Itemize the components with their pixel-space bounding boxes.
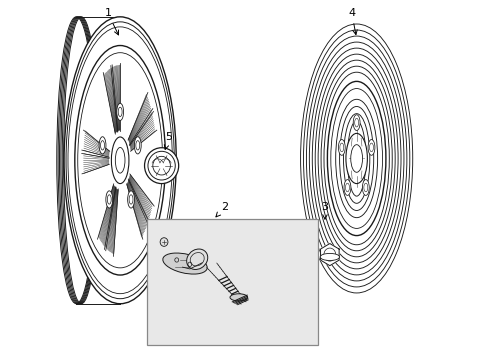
Ellipse shape bbox=[99, 137, 106, 154]
Ellipse shape bbox=[163, 253, 207, 274]
Ellipse shape bbox=[127, 191, 134, 208]
Ellipse shape bbox=[344, 180, 350, 195]
Text: 2: 2 bbox=[216, 202, 228, 217]
Ellipse shape bbox=[367, 140, 374, 155]
Ellipse shape bbox=[327, 81, 385, 235]
Ellipse shape bbox=[320, 253, 339, 261]
Ellipse shape bbox=[153, 156, 170, 175]
Bar bbox=[147, 220, 317, 345]
Ellipse shape bbox=[134, 137, 141, 154]
Ellipse shape bbox=[338, 140, 345, 155]
Ellipse shape bbox=[105, 191, 112, 208]
Ellipse shape bbox=[75, 45, 165, 275]
Ellipse shape bbox=[144, 148, 178, 184]
Ellipse shape bbox=[117, 103, 123, 121]
Ellipse shape bbox=[186, 249, 207, 270]
Text: 1: 1 bbox=[104, 8, 118, 35]
Ellipse shape bbox=[160, 238, 167, 246]
Text: 5: 5 bbox=[164, 132, 172, 149]
Text: 3: 3 bbox=[321, 202, 328, 219]
Polygon shape bbox=[320, 244, 339, 266]
Text: 4: 4 bbox=[347, 8, 357, 35]
Ellipse shape bbox=[346, 121, 365, 196]
Ellipse shape bbox=[343, 114, 369, 203]
Ellipse shape bbox=[339, 107, 373, 211]
Ellipse shape bbox=[229, 294, 247, 301]
Ellipse shape bbox=[111, 137, 129, 184]
Ellipse shape bbox=[335, 99, 377, 218]
Ellipse shape bbox=[64, 17, 176, 304]
Ellipse shape bbox=[345, 134, 366, 184]
Ellipse shape bbox=[362, 180, 368, 195]
Ellipse shape bbox=[352, 115, 359, 131]
